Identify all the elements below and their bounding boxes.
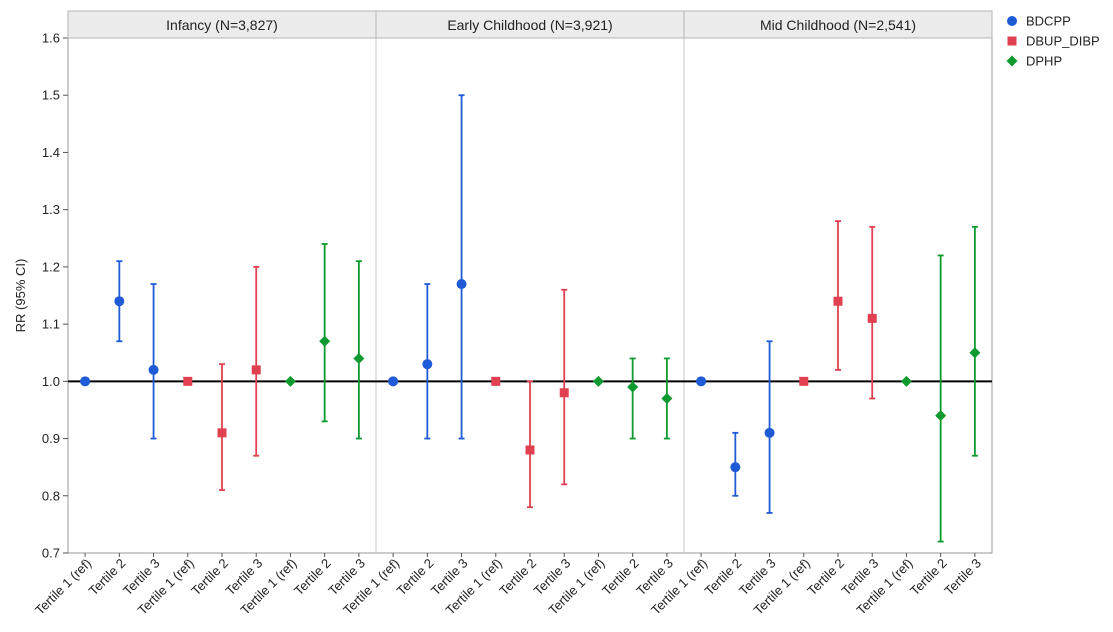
legend-label: DPHP [1026,54,1062,69]
panel-header [67,10,377,39]
data-point [353,352,365,364]
y-tick-label: 1.1 [42,317,60,332]
panel-title: Infancy (N=3,827) [166,17,278,33]
x-tick-label: Tertile 2 [188,556,231,599]
y-tick-label: 0.8 [42,488,60,503]
data-point [592,375,604,387]
data-point [114,296,125,307]
panel-headers-group: Infancy (N=3,827) Early Childhood (N=3,92… [67,10,993,39]
data-point [764,427,775,438]
legend-group: BDCPP DBUP_DIBP DPHP [1006,14,1100,69]
data-point [559,388,569,398]
y-tick-label: 1.3 [42,202,60,217]
data-point [148,364,159,375]
panel-header [375,10,685,39]
data-point [422,359,433,370]
y-axis-group: RR (95% CI) 0.7 0.8 0.9 1.0 1.1 1.2 1.3 1.4 1.5 1.… [13,31,68,561]
data-point [284,375,296,387]
x-tick-label: Tertile 2 [291,556,334,599]
legend-label: BDCPP [1026,14,1071,29]
panel-header [683,10,993,39]
y-tick-label: 1.4 [42,145,60,160]
panel-title: Early Childhood (N=3,921) [447,17,612,33]
x-tick-label: Tertile 2 [804,556,847,599]
legend-marker [1006,55,1018,67]
legend-marker [1007,36,1017,46]
data-point [696,376,707,387]
data-point [867,313,877,323]
data-point [525,445,535,455]
data-point [799,376,809,386]
data-point [251,365,261,375]
data-point [969,347,981,359]
y-tick-label: 0.9 [42,431,60,446]
data-point [627,381,639,393]
data-point [491,376,501,386]
data-marks-group [80,94,981,543]
x-tick-label: Tertile 2 [394,556,437,599]
data-point [730,462,741,473]
panel-title: Mid Childhood (N=2,541) [760,17,916,33]
x-tick-label: Tertile 2 [599,556,642,599]
data-point [319,335,331,347]
data-point [900,375,912,387]
y-tick-label: 0.7 [42,546,60,561]
data-point [388,376,399,387]
data-point [217,428,227,438]
y-tick-label: 1.0 [42,374,60,389]
data-point [80,376,91,387]
data-point [183,376,193,386]
x-tick-label: Tertile 3 [941,556,984,599]
data-point [833,296,843,306]
data-point [456,279,467,290]
x-tick-label: Tertile 1 (ref) [32,556,94,618]
legend-marker [1007,16,1017,26]
x-tick-label: Tertile 2 [907,556,950,599]
x-tick-label: Tertile 2 [86,556,129,599]
data-point [661,393,673,404]
legend-label: DBUP_DIBP [1026,34,1100,49]
y-tick-label: 1.6 [42,31,60,46]
y-tick-label: 1.2 [42,259,60,274]
y-axis-title: RR (95% CI) [13,259,28,333]
data-point [935,410,947,422]
y-tick-label: 1.5 [42,88,60,103]
x-tick-label: Tertile 2 [702,556,745,599]
x-tick-label: Tertile 2 [496,556,539,599]
